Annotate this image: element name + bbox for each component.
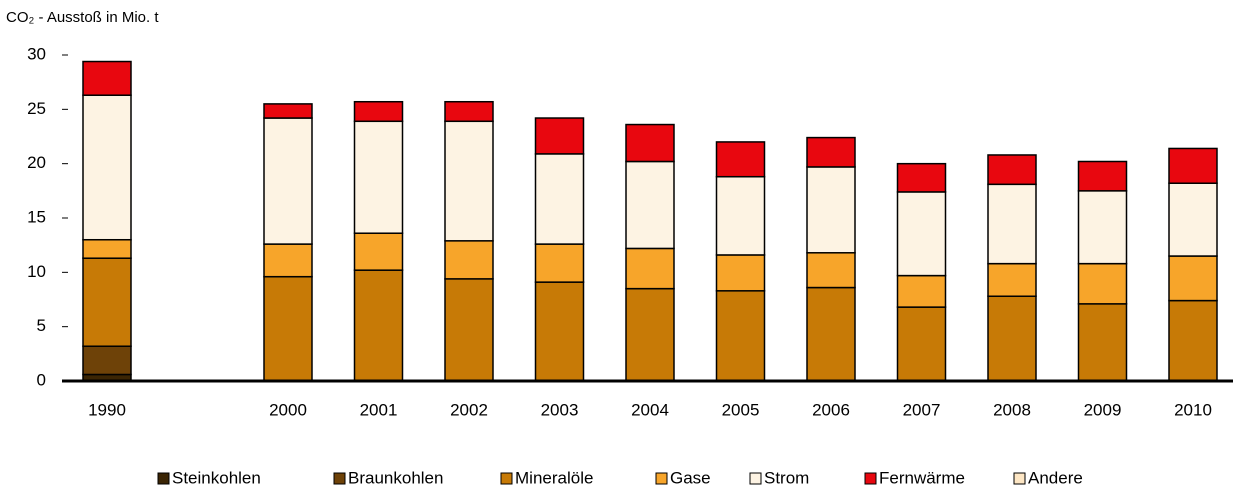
bar-segment bbox=[263, 117, 313, 245]
bar-segment bbox=[534, 153, 585, 245]
bar-segment bbox=[534, 281, 585, 382]
bar-segment bbox=[806, 136, 856, 168]
y-tick-label: 30 bbox=[27, 44, 46, 63]
bar-segment bbox=[263, 275, 313, 382]
bar-segment bbox=[444, 278, 494, 382]
bar-segment bbox=[806, 166, 856, 254]
bar-segment bbox=[715, 175, 766, 256]
bar-segment bbox=[82, 60, 132, 96]
bar-segment bbox=[987, 262, 1037, 297]
legend-label: Gase bbox=[670, 468, 711, 487]
bar-segment bbox=[1168, 182, 1218, 257]
x-tick-label: 2010 bbox=[1174, 400, 1212, 419]
y-tick-label: 10 bbox=[27, 262, 46, 281]
bar-segment bbox=[806, 252, 856, 289]
bar-segment bbox=[987, 154, 1037, 186]
x-tick-label: 2005 bbox=[722, 400, 760, 419]
bar-segment bbox=[715, 141, 766, 178]
bar-segment bbox=[353, 269, 404, 382]
legend-label: Strom bbox=[764, 468, 809, 487]
y-tick-label: 20 bbox=[27, 153, 46, 172]
x-tick-label: 1990 bbox=[88, 400, 126, 419]
y-tick-label: 0 bbox=[37, 370, 46, 389]
bar-segment bbox=[1077, 160, 1128, 192]
bar-segment bbox=[1168, 147, 1218, 184]
bar-segment bbox=[263, 243, 313, 278]
bar-segment bbox=[1077, 303, 1128, 382]
bar-segment bbox=[715, 254, 766, 292]
legend-swatch bbox=[655, 472, 668, 485]
x-tick-label: 2003 bbox=[541, 400, 579, 419]
x-tick-label: 2007 bbox=[903, 400, 941, 419]
x-tick-label: 2004 bbox=[631, 400, 669, 419]
x-tick-label: 2002 bbox=[450, 400, 488, 419]
bar-segment bbox=[444, 100, 494, 123]
bar-segment bbox=[715, 290, 766, 382]
bar-segment bbox=[353, 232, 404, 271]
legend-swatch bbox=[864, 472, 877, 485]
axis-title: CO₂ - Ausstoß in Mio. t bbox=[6, 9, 159, 26]
x-tick-label: 2008 bbox=[993, 400, 1031, 419]
bar-segment bbox=[896, 162, 947, 193]
bar-segment bbox=[1077, 262, 1128, 305]
bar-segment bbox=[534, 117, 585, 155]
y-tick-label: 15 bbox=[27, 207, 46, 226]
legend-label: Mineralöle bbox=[515, 468, 593, 487]
x-tick-label: 2006 bbox=[812, 400, 850, 419]
bar-segment bbox=[625, 123, 675, 163]
bar-segment bbox=[534, 243, 585, 283]
bar-segment bbox=[1168, 299, 1218, 382]
legend-swatch bbox=[749, 472, 762, 485]
x-tick-label: 2009 bbox=[1084, 400, 1122, 419]
bar-segment bbox=[82, 257, 132, 347]
bar-segment bbox=[82, 94, 132, 241]
legend-swatch bbox=[157, 472, 170, 485]
legend-label: Steinkohlen bbox=[172, 468, 261, 487]
legend-label: Fernwärme bbox=[879, 468, 965, 487]
bar-segment bbox=[444, 240, 494, 280]
bar-segment bbox=[353, 100, 404, 123]
legend-swatch bbox=[500, 472, 513, 485]
bar-segment bbox=[896, 274, 947, 308]
bar-segment bbox=[896, 191, 947, 277]
bar-segment bbox=[806, 286, 856, 382]
x-tick-label: 2001 bbox=[360, 400, 398, 419]
x-tick-label: 2000 bbox=[269, 400, 307, 419]
bar-segment bbox=[987, 183, 1037, 265]
bar-segment bbox=[263, 103, 313, 119]
legend-label: Braunkohlen bbox=[348, 468, 443, 487]
bar-segment bbox=[987, 295, 1037, 382]
bar-segment bbox=[444, 120, 494, 242]
bar-segment bbox=[82, 345, 132, 376]
bar-segment bbox=[625, 160, 675, 250]
bar-segment bbox=[82, 238, 132, 259]
legend-swatch bbox=[333, 472, 346, 485]
bar-segment bbox=[353, 120, 404, 234]
bar-segment bbox=[625, 287, 675, 382]
bar-segment bbox=[625, 247, 675, 290]
bar-segment bbox=[1077, 190, 1128, 265]
legend-label: Andere bbox=[1028, 468, 1083, 487]
bar-segment bbox=[1168, 255, 1218, 302]
y-tick-label: 25 bbox=[27, 99, 46, 118]
bar-segment bbox=[896, 306, 947, 382]
legend-swatch bbox=[1013, 472, 1026, 485]
y-tick-label: 5 bbox=[37, 316, 46, 335]
